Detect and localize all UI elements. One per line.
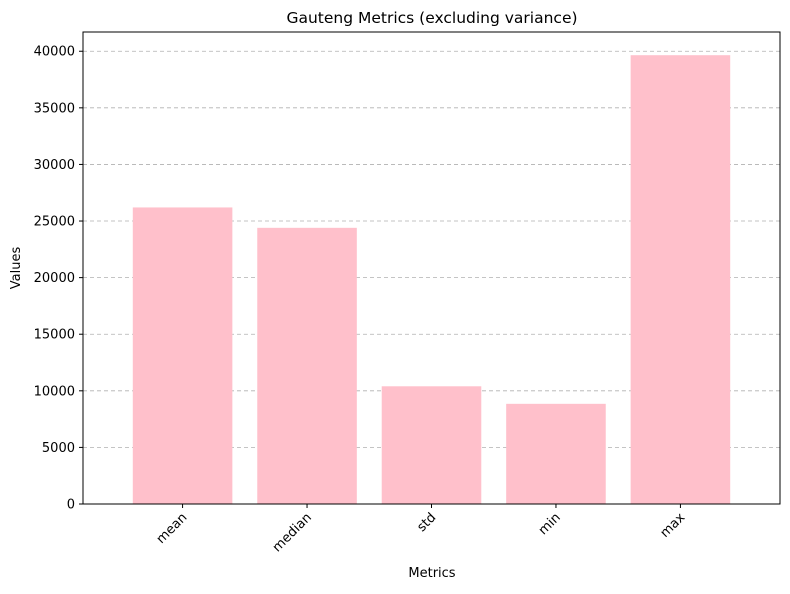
y-tick-label-2: 10000 [34, 384, 75, 399]
bar-median [257, 227, 357, 504]
plot-frame [82, 31, 781, 505]
y-tick-label-0: 0 [67, 498, 75, 513]
bar-mean [132, 207, 233, 504]
x-tick-label-median: median [270, 510, 315, 555]
x-axis-label: Metrics [408, 566, 455, 581]
x-tick-label-min: min [536, 510, 564, 538]
y-tick-label-5: 25000 [34, 215, 75, 230]
axes [79, 31, 781, 508]
y-tick-label-6: 30000 [34, 158, 75, 173]
y-tick-label-8: 40000 [34, 45, 75, 60]
bar-min [506, 403, 606, 504]
y-axis-label: Values [9, 247, 24, 290]
x-tick-label-max: max [658, 510, 689, 541]
bar-max [630, 55, 731, 505]
x-tick-label-mean: mean [154, 510, 191, 547]
y-tick-label-7: 35000 [34, 101, 75, 116]
y-tick-label-1: 5000 [42, 441, 75, 456]
bar-std [381, 386, 482, 504]
x-tick-label-std: std [414, 510, 439, 535]
y-tick-label-3: 15000 [34, 328, 75, 343]
y-tick-label-4: 20000 [34, 271, 75, 286]
bars [132, 55, 731, 505]
chart-title: Gauteng Metrics (excluding variance) [286, 9, 577, 27]
